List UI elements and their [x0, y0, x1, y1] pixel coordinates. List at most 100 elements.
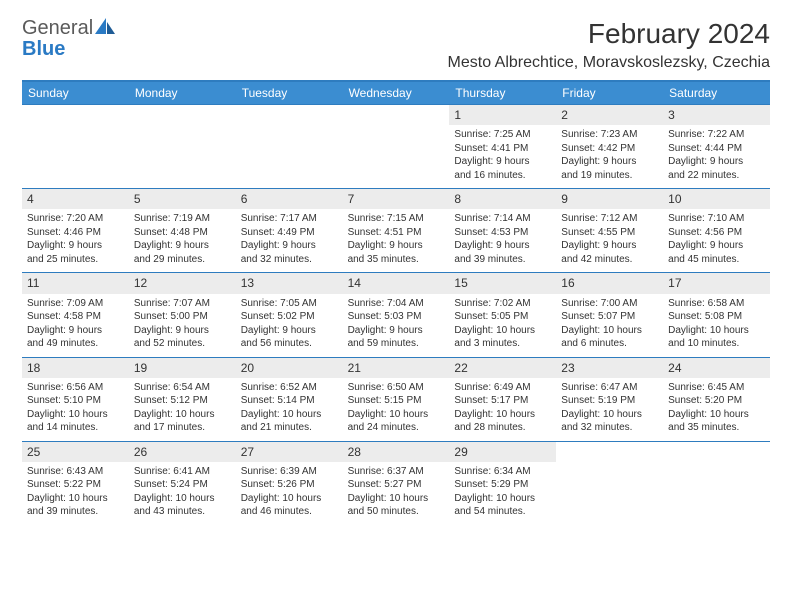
day-cell: 10Sunrise: 7:10 AMSunset: 4:56 PMDayligh… — [663, 189, 770, 272]
day-day2: and 50 minutes. — [348, 505, 445, 519]
day-number: 12 — [129, 273, 236, 293]
day-cell: 14Sunrise: 7:04 AMSunset: 5:03 PMDayligh… — [343, 273, 450, 356]
month-title: February 2024 — [448, 18, 770, 50]
day-number: 27 — [236, 442, 343, 462]
day-day2: and 32 minutes. — [241, 253, 338, 267]
day-day1: Daylight: 9 hours — [241, 324, 338, 338]
day-day2: and 24 minutes. — [348, 421, 445, 435]
day-number: 9 — [556, 189, 663, 209]
day-cell — [129, 105, 236, 188]
day-number: 7 — [343, 189, 450, 209]
day-sunrise: Sunrise: 6:58 AM — [668, 297, 765, 311]
brand-sail-icon — [95, 18, 117, 39]
day-sunset: Sunset: 4:44 PM — [668, 142, 765, 156]
day-sunrise: Sunrise: 7:14 AM — [454, 212, 551, 226]
day-sunrise: Sunrise: 7:23 AM — [561, 128, 658, 142]
day-sunset: Sunset: 5:17 PM — [454, 394, 551, 408]
day-number: 29 — [449, 442, 556, 462]
day-sunrise: Sunrise: 6:50 AM — [348, 381, 445, 395]
day-sunrise: Sunrise: 6:52 AM — [241, 381, 338, 395]
day-number: 23 — [556, 358, 663, 378]
weekday-header: Wednesday — [343, 82, 450, 104]
day-cell: 16Sunrise: 7:00 AMSunset: 5:07 PMDayligh… — [556, 273, 663, 356]
day-cell: 6Sunrise: 7:17 AMSunset: 4:49 PMDaylight… — [236, 189, 343, 272]
week-row: 1Sunrise: 7:25 AMSunset: 4:41 PMDaylight… — [22, 104, 770, 188]
day-day1: Daylight: 10 hours — [454, 408, 551, 422]
day-day2: and 46 minutes. — [241, 505, 338, 519]
day-sunset: Sunset: 5:00 PM — [134, 310, 231, 324]
day-sunrise: Sunrise: 6:47 AM — [561, 381, 658, 395]
day-sunset: Sunset: 4:41 PM — [454, 142, 551, 156]
day-sunset: Sunset: 5:24 PM — [134, 478, 231, 492]
day-sunrise: Sunrise: 7:02 AM — [454, 297, 551, 311]
day-day2: and 6 minutes. — [561, 337, 658, 351]
day-number: 3 — [663, 105, 770, 125]
day-cell: 3Sunrise: 7:22 AMSunset: 4:44 PMDaylight… — [663, 105, 770, 188]
day-sunset: Sunset: 5:20 PM — [668, 394, 765, 408]
day-sunrise: Sunrise: 7:00 AM — [561, 297, 658, 311]
day-number: 26 — [129, 442, 236, 462]
day-day2: and 42 minutes. — [561, 253, 658, 267]
day-cell: 9Sunrise: 7:12 AMSunset: 4:55 PMDaylight… — [556, 189, 663, 272]
day-sunset: Sunset: 4:56 PM — [668, 226, 765, 240]
day-sunset: Sunset: 5:03 PM — [348, 310, 445, 324]
day-sunrise: Sunrise: 6:45 AM — [668, 381, 765, 395]
day-sunset: Sunset: 4:46 PM — [27, 226, 124, 240]
day-day2: and 25 minutes. — [27, 253, 124, 267]
day-day1: Daylight: 9 hours — [134, 324, 231, 338]
brand-part2: Blue — [22, 38, 65, 60]
day-number: 19 — [129, 358, 236, 378]
day-sunrise: Sunrise: 7:22 AM — [668, 128, 765, 142]
week-row: 4Sunrise: 7:20 AMSunset: 4:46 PMDaylight… — [22, 188, 770, 272]
brand-part1: General — [22, 17, 93, 39]
day-day1: Daylight: 10 hours — [134, 492, 231, 506]
day-day1: Daylight: 9 hours — [348, 324, 445, 338]
day-day1: Daylight: 9 hours — [27, 239, 124, 253]
day-day2: and 43 minutes. — [134, 505, 231, 519]
day-sunset: Sunset: 5:07 PM — [561, 310, 658, 324]
weeks-container: 1Sunrise: 7:25 AMSunset: 4:41 PMDaylight… — [22, 104, 770, 525]
week-row: 11Sunrise: 7:09 AMSunset: 4:58 PMDayligh… — [22, 272, 770, 356]
day-day2: and 59 minutes. — [348, 337, 445, 351]
day-day1: Daylight: 9 hours — [27, 324, 124, 338]
day-sunset: Sunset: 4:49 PM — [241, 226, 338, 240]
day-cell: 2Sunrise: 7:23 AMSunset: 4:42 PMDaylight… — [556, 105, 663, 188]
day-sunset: Sunset: 4:58 PM — [27, 310, 124, 324]
day-sunrise: Sunrise: 7:12 AM — [561, 212, 658, 226]
day-cell: 27Sunrise: 6:39 AMSunset: 5:26 PMDayligh… — [236, 442, 343, 525]
day-day2: and 19 minutes. — [561, 169, 658, 183]
day-day2: and 35 minutes. — [348, 253, 445, 267]
day-sunrise: Sunrise: 6:54 AM — [134, 381, 231, 395]
day-sunset: Sunset: 5:29 PM — [454, 478, 551, 492]
day-day2: and 3 minutes. — [454, 337, 551, 351]
day-number: 16 — [556, 273, 663, 293]
location-text: Mesto Albrechtice, Moravskoslezsky, Czec… — [448, 54, 770, 72]
day-number: 2 — [556, 105, 663, 125]
weekday-header: Monday — [129, 82, 236, 104]
day-day2: and 32 minutes. — [561, 421, 658, 435]
day-sunrise: Sunrise: 7:17 AM — [241, 212, 338, 226]
day-sunset: Sunset: 5:22 PM — [27, 478, 124, 492]
day-day2: and 39 minutes. — [454, 253, 551, 267]
day-number: 17 — [663, 273, 770, 293]
day-day1: Daylight: 10 hours — [668, 324, 765, 338]
day-number: 13 — [236, 273, 343, 293]
day-cell: 20Sunrise: 6:52 AMSunset: 5:14 PMDayligh… — [236, 358, 343, 441]
day-day2: and 29 minutes. — [134, 253, 231, 267]
day-day2: and 52 minutes. — [134, 337, 231, 351]
day-day2: and 54 minutes. — [454, 505, 551, 519]
brand-logo: General Blue — [22, 18, 117, 60]
weekday-header-row: SundayMondayTuesdayWednesdayThursdayFrid… — [22, 82, 770, 104]
day-day2: and 17 minutes. — [134, 421, 231, 435]
day-sunrise: Sunrise: 7:25 AM — [454, 128, 551, 142]
day-day1: Daylight: 10 hours — [454, 492, 551, 506]
day-day1: Daylight: 10 hours — [134, 408, 231, 422]
day-sunrise: Sunrise: 7:20 AM — [27, 212, 124, 226]
day-sunrise: Sunrise: 6:37 AM — [348, 465, 445, 479]
day-number: 15 — [449, 273, 556, 293]
day-cell — [22, 105, 129, 188]
calendar-grid: SundayMondayTuesdayWednesdayThursdayFrid… — [22, 80, 770, 525]
week-row: 18Sunrise: 6:56 AMSunset: 5:10 PMDayligh… — [22, 357, 770, 441]
day-sunrise: Sunrise: 6:41 AM — [134, 465, 231, 479]
day-cell: 29Sunrise: 6:34 AMSunset: 5:29 PMDayligh… — [449, 442, 556, 525]
